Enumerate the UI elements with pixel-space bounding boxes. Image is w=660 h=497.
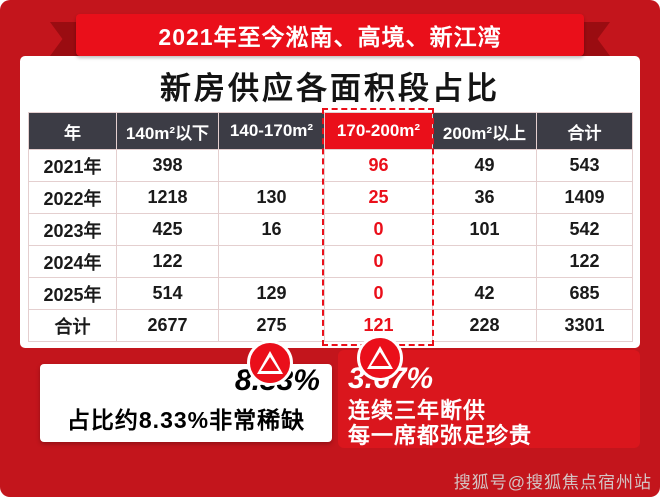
value-cell xyxy=(218,245,325,278)
year-cell: 2025年 xyxy=(28,277,117,310)
row-total-cell: 542 xyxy=(536,213,633,246)
table-row: 2022年 1218 130 25 36 1409 xyxy=(28,181,633,214)
highlighted-value-cell: 96 xyxy=(324,149,433,182)
callout-left-caption: 占比约8.33%非常稀缺 xyxy=(66,407,306,433)
value-cell xyxy=(218,149,325,182)
row-total-cell: 543 xyxy=(536,149,633,182)
column-header-170-200-highlight: 170-200m² xyxy=(324,112,433,150)
callout-right-line1: 连续三年断供 xyxy=(348,398,487,423)
row-total-cell: 1409 xyxy=(536,181,633,214)
value-cell xyxy=(432,245,537,278)
column-header-under140: 140m²以下 xyxy=(116,112,219,150)
year-cell: 2024年 xyxy=(28,245,117,278)
row-total-cell: 122 xyxy=(536,245,633,278)
row-total-cell: 685 xyxy=(536,277,633,310)
supply-table: 年 140m²以下 140-170m² 170-200m² 200m²以上 合计… xyxy=(28,112,633,342)
value-cell: 398 xyxy=(116,149,219,182)
value-cell: 122 xyxy=(116,245,219,278)
year-cell: 2022年 xyxy=(28,181,117,214)
highlighted-value-cell: 0 xyxy=(324,277,433,310)
value-cell: 42 xyxy=(432,277,537,310)
column-header-140-170: 140-170m² xyxy=(218,112,325,150)
grand-total-cell: 3301 xyxy=(536,309,633,342)
value-cell: 49 xyxy=(432,149,537,182)
total-value-cell: 2677 xyxy=(116,309,219,342)
year-cell: 2021年 xyxy=(28,149,117,182)
value-cell: 101 xyxy=(432,213,537,246)
table-row: 2023年 425 16 0 101 542 xyxy=(28,213,633,246)
watermark-text: 搜狐号@搜狐焦点宿州站 xyxy=(453,473,652,492)
total-value-cell: 275 xyxy=(218,309,325,342)
callout-right-line2: 每一席都弥足珍贵 xyxy=(348,423,533,448)
highlighted-value-cell: 25 xyxy=(324,181,433,214)
value-cell: 36 xyxy=(432,181,537,214)
total-value-cell: 228 xyxy=(432,309,537,342)
table-row: 2021年 398 96 49 543 xyxy=(28,149,633,182)
column-header-total: 合计 xyxy=(536,112,633,150)
value-cell: 16 xyxy=(218,213,325,246)
value-cell: 130 xyxy=(218,181,325,214)
header-row: 年 140m²以下 140-170m² 170-200m² 200m²以上 合计 xyxy=(28,112,633,150)
value-cell: 1218 xyxy=(116,181,219,214)
highlighted-value-cell: 0 xyxy=(324,245,433,278)
column-header-over200: 200m²以上 xyxy=(432,112,537,150)
value-cell: 129 xyxy=(218,277,325,310)
value-cell: 425 xyxy=(116,213,219,246)
total-row: 合计 2677 275 121 228 3301 xyxy=(28,309,633,342)
table-row: 2024年 122 0 122 xyxy=(28,245,633,278)
total-label-cell: 合计 xyxy=(28,309,117,342)
banner-text: 2021年至今淞南、高境、新江湾 xyxy=(158,24,502,50)
banner-ribbon: 2021年至今淞南、高境、新江湾 xyxy=(76,14,584,56)
table-row: 2025年 514 129 0 42 685 xyxy=(28,277,633,310)
column-header-year: 年 xyxy=(28,112,117,150)
year-cell: 2023年 xyxy=(28,213,117,246)
page-title: 新房供应各面积段占比 xyxy=(160,71,500,106)
highlighted-value-cell: 0 xyxy=(324,213,433,246)
up-arrow-icon xyxy=(357,335,403,381)
callout-right-caption: 连续三年断供 每一席都弥足珍贵 xyxy=(348,398,532,448)
value-cell: 514 xyxy=(116,277,219,310)
supply-table-wrap: 年 140m²以下 140-170m² 170-200m² 200m²以上 合计… xyxy=(28,108,633,346)
up-arrow-icon xyxy=(247,340,293,386)
